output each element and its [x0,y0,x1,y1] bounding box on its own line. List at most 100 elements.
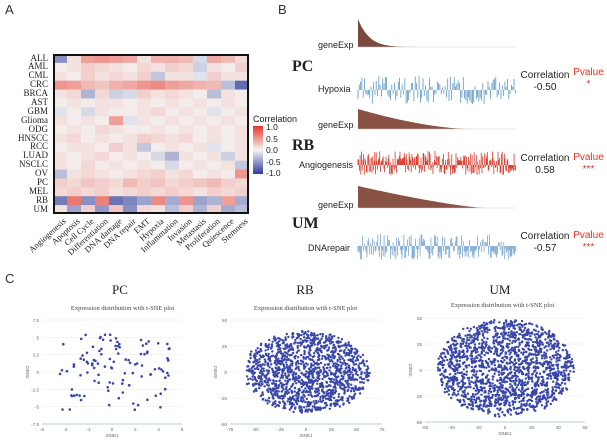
tsne-point [495,352,499,356]
tsne-point [291,332,294,336]
tsne-point [566,350,569,353]
geneexp-label-rb: geneExp [318,120,354,130]
tsne-point [443,391,446,394]
gsea-tracks [357,19,516,260]
tsne-point [307,386,310,390]
tsne-point [487,357,491,361]
tsne-point [258,387,261,390]
tsne-point [338,405,342,408]
tsne-point [537,352,541,355]
tsne-point [323,363,327,366]
tsne-point [267,396,271,400]
tsne-point [297,392,301,395]
tsne-point [300,408,303,411]
tsne-point [248,361,251,364]
tsne-point [346,379,349,382]
tsne-point [328,407,331,410]
tsne-point [498,327,502,330]
heatmap-cell [207,187,222,197]
heatmap-cell [235,80,249,90]
tsne-point [309,381,312,384]
tsne-point [551,346,554,349]
tsne-point [359,355,362,359]
tsne-point [526,399,529,403]
tsne-point [473,370,476,374]
tsne-point [300,333,303,337]
tsne-point [513,368,516,371]
tsne-point [572,366,575,370]
panel-c-letter: C [5,271,15,286]
tsne-point [337,340,340,343]
tsne-point [332,402,336,406]
tsne-point [450,351,454,354]
tsne-point [523,403,526,406]
tsne-point [534,329,537,332]
tsne-point [314,349,317,353]
tsne-point [333,372,337,376]
heatmap-cell [207,62,222,73]
tsne-point [556,340,559,343]
tsne-point [511,400,514,403]
tsne-point [478,354,481,357]
tsne-point [275,370,278,373]
heatmap-cell [53,80,68,90]
tsne-point [475,360,478,363]
tsne-point [463,391,466,394]
tsne-point [297,374,300,378]
tsne-point [535,388,538,391]
tsne-point [555,398,558,402]
tsne-point [496,336,499,339]
tsne-point [141,344,145,347]
tsne-point [297,349,300,352]
tsne-point [278,401,282,405]
tsne-point [355,349,359,352]
tsne-point [317,362,321,366]
tsne-point [365,368,368,372]
tsne-point [250,371,254,374]
heatmap-cell [179,116,194,126]
tsne-point [565,364,568,367]
tsne-point [333,378,336,381]
tsne-point [564,348,568,352]
tsne-point [535,356,538,360]
tsne-point [514,377,518,380]
tsne-point [316,408,319,411]
tsne-point [508,386,512,389]
tsne-point [290,389,293,393]
tsne-point [273,392,276,395]
tsne-point [533,370,536,373]
tsne-point [309,388,312,391]
pvalue-value-rb: *** [582,164,595,175]
tsne-point [495,350,499,353]
tsne-point [320,357,324,360]
tsne-point [251,369,254,372]
tsne-point [466,406,469,409]
tsne-point [497,341,500,344]
tsne-point [449,344,453,347]
heatmap-row-label: RCC [29,141,48,152]
tsne-point [269,379,272,382]
tsne-point [288,402,291,406]
tsne-point [321,396,325,400]
tsne-point [276,395,280,399]
tsne-point [347,364,351,367]
tsne-point [471,357,474,360]
tsne-point [474,365,478,368]
tsne-point [522,351,526,354]
tsne-point [139,338,143,342]
pvalue-value-um: *** [582,242,595,253]
tsne-point [565,388,569,391]
heatmap-cell [81,196,96,206]
tsne-point [324,340,327,344]
tsne-point [533,333,536,336]
tsne-point [520,351,523,354]
tsne-point [78,394,81,397]
tsne-point [256,364,260,367]
tsne-point [283,354,287,357]
tsne-xtick-label: 0 [305,427,308,432]
heatmap-cell [221,160,236,170]
tsne-point [465,342,468,345]
tsne-point [290,403,294,406]
tsne-ytick-label: 2.5 [33,353,40,358]
heatmap-cell [207,89,222,99]
